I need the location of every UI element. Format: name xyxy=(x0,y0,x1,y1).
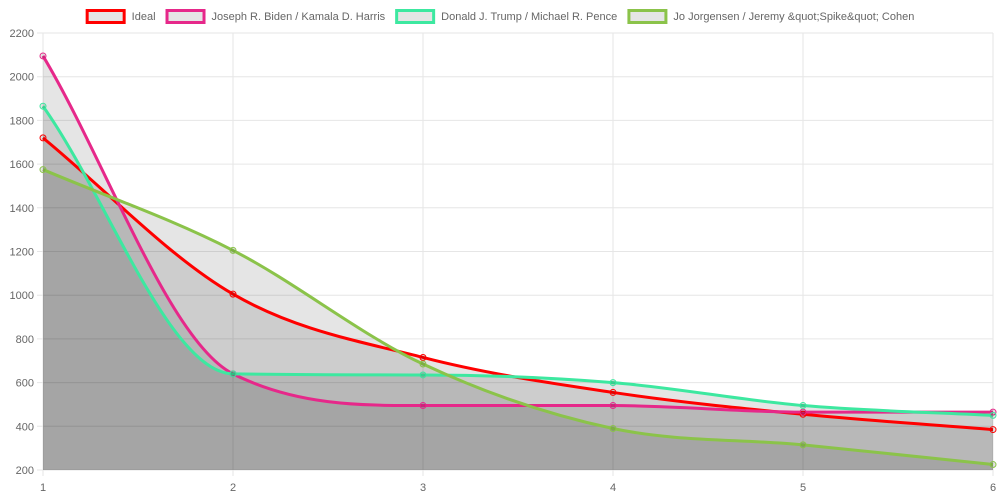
data-point-2-3[interactable] xyxy=(609,379,617,387)
x-tick-label: 2 xyxy=(230,482,236,494)
legend-item-1[interactable]: Joseph R. Biden / Kamala D. Harris xyxy=(165,9,386,24)
series-fills xyxy=(43,55,993,470)
legend-item-3[interactable]: Jo Jorgensen / Jeremy &quot;Spike&quot; … xyxy=(627,9,914,24)
y-tick-label: 1000 xyxy=(10,290,34,302)
series-fill-0 xyxy=(43,137,993,470)
data-points xyxy=(39,52,997,469)
axes: 200 400 600 800 1000 1200 1400 1600 1800 2000 2200… xyxy=(10,28,997,494)
legend-label: Joseph R. Biden / Kamala D. Harris xyxy=(212,11,386,23)
data-point-3-5[interactable] xyxy=(989,461,997,469)
y-tick-label: 800 xyxy=(16,334,34,346)
data-point-1-3[interactable] xyxy=(609,402,617,410)
legend-swatch xyxy=(85,9,126,24)
data-point-2-4[interactable] xyxy=(799,402,807,410)
data-point-3-0[interactable] xyxy=(39,166,47,174)
legend-label: Jo Jorgensen / Jeremy &quot;Spike&quot; … xyxy=(673,11,914,23)
series-fill-1 xyxy=(43,55,993,470)
y-tick-label: 400 xyxy=(16,421,34,433)
series-line-3 xyxy=(42,168,994,467)
data-point-3-2[interactable] xyxy=(419,360,427,368)
x-tick-label: 1 xyxy=(40,482,46,494)
y-tick-label: 1200 xyxy=(10,247,34,259)
data-point-0-5[interactable] xyxy=(989,426,997,434)
x-tick-label: 5 xyxy=(800,482,806,494)
series-fill-2 xyxy=(43,106,993,470)
data-point-2-1[interactable] xyxy=(229,370,237,378)
data-point-3-4[interactable] xyxy=(799,441,807,449)
y-tick-label: 1400 xyxy=(10,203,34,215)
series-lines xyxy=(41,55,994,467)
x-tick-label: 6 xyxy=(990,482,996,494)
legend: Ideal Joseph R. Biden / Kamala D. Harris D… xyxy=(85,9,914,24)
legend-item-2[interactable]: Donald J. Trump / Michael R. Pence xyxy=(395,9,618,24)
legend-label: Donald J. Trump / Michael R. Pence xyxy=(441,11,617,23)
y-tick-label: 2200 xyxy=(10,28,34,40)
x-tick-label: 3 xyxy=(420,482,426,494)
y-tick-label: 1800 xyxy=(10,115,34,127)
y-tick-label: 200 xyxy=(16,465,34,477)
legend-label: Ideal xyxy=(132,11,156,23)
y-tick-label: 2000 xyxy=(10,72,34,84)
data-point-1-0[interactable] xyxy=(39,52,47,60)
series-line-2 xyxy=(41,105,994,417)
data-point-1-4[interactable] xyxy=(799,408,807,416)
data-point-0-0[interactable] xyxy=(39,134,47,142)
y-tick-label: 1600 xyxy=(10,159,34,171)
x-tick-label: 4 xyxy=(610,482,616,494)
legend-swatch xyxy=(165,9,206,24)
data-point-2-5[interactable] xyxy=(989,411,997,419)
data-point-0-1[interactable] xyxy=(229,290,237,298)
data-point-0-2[interactable] xyxy=(419,353,427,361)
data-point-0-4[interactable] xyxy=(799,410,807,418)
legend-swatch xyxy=(627,9,668,24)
data-point-1-2[interactable] xyxy=(419,402,427,410)
data-point-2-0[interactable] xyxy=(39,102,47,110)
data-point-2-2[interactable] xyxy=(419,371,427,379)
legend-item-0[interactable]: Ideal xyxy=(85,9,156,24)
legend-swatch xyxy=(395,9,436,24)
y-tick-label: 600 xyxy=(16,378,34,390)
data-point-3-1[interactable] xyxy=(229,246,237,254)
data-point-0-3[interactable] xyxy=(609,388,617,396)
series-line-0 xyxy=(42,136,994,432)
data-point-3-3[interactable] xyxy=(609,424,617,432)
series-fill-3 xyxy=(43,169,993,470)
series-line-1 xyxy=(41,55,993,414)
